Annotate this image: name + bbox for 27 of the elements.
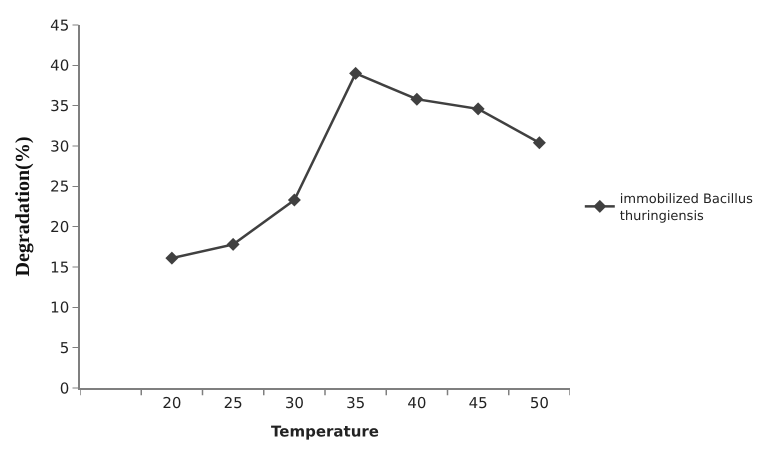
y-tick-label: 25: [50, 178, 70, 196]
x-axis-title: Temperature: [271, 422, 379, 440]
x-tick-label: 30: [284, 394, 304, 412]
y-tick-label: 15: [50, 258, 70, 276]
y-tick-label: 30: [50, 137, 70, 156]
point: [472, 102, 485, 116]
x-tick-label: 20: [162, 394, 182, 412]
x-tick-label: 45: [468, 394, 488, 412]
point: [226, 238, 240, 251]
y-tick-label: 40: [50, 56, 70, 75]
x-tick-label: 25: [224, 394, 243, 412]
x-tick-label: 35: [346, 394, 366, 412]
point: [410, 92, 424, 106]
point: [349, 66, 362, 80]
y-tick-label: 35: [50, 96, 70, 115]
y-tick-label: 45: [50, 16, 70, 34]
point: [165, 252, 178, 265]
y-tick-label: 5: [60, 338, 70, 357]
point: [532, 136, 546, 150]
y-tick-label: 10: [50, 298, 70, 317]
y-axis-title: Degradation(%): [12, 136, 34, 276]
y-tick-label: 20: [50, 218, 70, 236]
y-tick-label: 0: [60, 379, 70, 398]
point: [288, 194, 301, 207]
x-tick-label: 40: [407, 394, 426, 412]
legend-label: immobilized Bacillus thuringiensis: [620, 192, 754, 224]
x-tick-label: 50: [530, 394, 549, 412]
